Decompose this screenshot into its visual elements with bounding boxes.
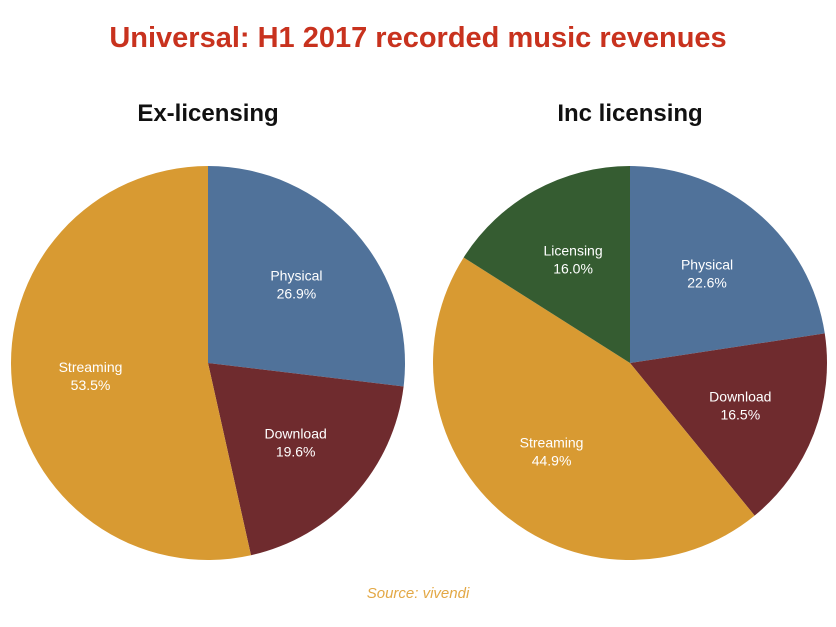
chart-title-inc-licensing: Inc licensing <box>557 100 703 127</box>
slice-value-licensing: 16.0% <box>553 260 593 276</box>
slice-label-physical: Physical <box>270 268 322 284</box>
slice-value-physical: 26.9% <box>277 286 317 302</box>
slice-value-streaming: 44.9% <box>532 452 572 468</box>
slice-label-download: Download <box>265 425 327 441</box>
slice-value-download: 16.5% <box>720 406 760 422</box>
page-title: Universal: H1 2017 recorded music revenu… <box>109 22 727 54</box>
pie-slice-physical <box>208 166 405 387</box>
slice-value-streaming: 53.5% <box>71 377 111 393</box>
pie-slice-streaming <box>10 166 251 560</box>
chart-title-ex-licensing: Ex-licensing <box>137 100 279 127</box>
pie-slice-licensing <box>463 166 630 363</box>
slice-value-download: 19.6% <box>276 443 316 459</box>
pie-slice-streaming <box>433 257 755 560</box>
slice-value-physical: 22.6% <box>687 274 727 290</box>
slice-label-licensing: Licensing <box>543 242 602 258</box>
source-note: Source: vivendi <box>366 585 470 602</box>
slice-label-streaming: Streaming <box>59 359 123 375</box>
pie-slice-download <box>208 363 404 556</box>
slice-label-physical: Physical <box>681 256 733 272</box>
pie-slice-download <box>630 333 827 516</box>
pie-slice-physical <box>630 166 825 363</box>
slice-label-streaming: Streaming <box>520 434 584 450</box>
slice-label-download: Download <box>709 388 771 404</box>
